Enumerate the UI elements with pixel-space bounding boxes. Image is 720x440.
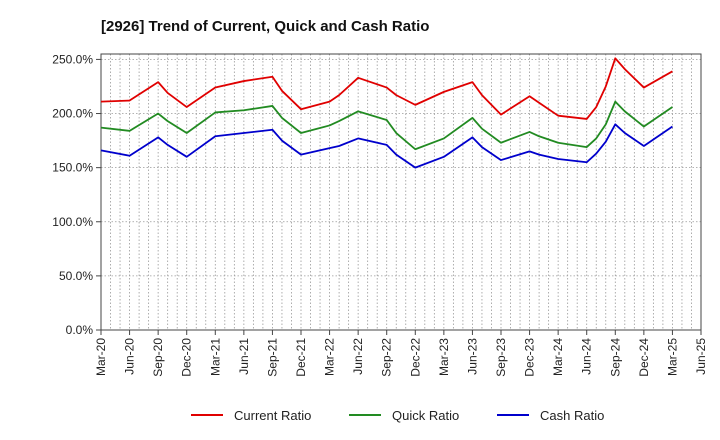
chart-title: [2926] Trend of Current, Quick and Cash …	[101, 18, 429, 35]
x-tick-label: Sep-20	[151, 338, 165, 377]
y-tick-label: 50.0%	[59, 269, 93, 283]
current-ratio-legend-label: Current Ratio	[234, 408, 311, 423]
quick-ratio-line	[100, 100, 673, 151]
x-tick-label: Dec-20	[180, 338, 194, 377]
current-ratio-line	[100, 57, 673, 120]
legend: Current Ratio Quick Ratio Cash Ratio	[191, 408, 604, 423]
x-tick-label: Dec-22	[408, 338, 422, 377]
x-tick-label: Jun-22	[351, 338, 365, 375]
x-tick-label: Mar-22	[323, 338, 337, 376]
x-axis: Mar-20 Jun-20 Sep-20 Dec-20 Mar-21 Jun-21 Sep-…	[94, 330, 708, 377]
x-tick-label: Sep-23	[494, 338, 508, 377]
y-tick-label: 250.0%	[52, 52, 93, 66]
x-tick-label: Mar-24	[551, 338, 565, 376]
plot-area	[100, 53, 702, 331]
gridlines	[101, 54, 701, 330]
x-tick-label: Dec-24	[637, 338, 651, 377]
y-tick-label: 100.0%	[52, 215, 93, 229]
x-tick-label: Jun-23	[465, 338, 479, 375]
y-tick-label: 0.0%	[66, 323, 94, 337]
x-tick-label: Sep-22	[380, 338, 394, 377]
x-tick-label: Jun-25	[694, 338, 708, 375]
cash-ratio-legend-label: Cash Ratio	[540, 408, 604, 423]
quick-ratio-legend-label: Quick Ratio	[392, 408, 459, 423]
x-tick-label: Jun-20	[123, 338, 137, 375]
x-tick-label: Sep-24	[608, 338, 622, 377]
series-lines	[100, 57, 673, 169]
x-tick-label: Sep-21	[265, 338, 279, 377]
cash-ratio-line	[100, 123, 673, 169]
y-tick-label: 200.0%	[52, 107, 93, 121]
x-tick-label: Mar-23	[437, 338, 451, 376]
x-tick-label: Jun-24	[580, 338, 594, 375]
x-tick-label: Dec-21	[294, 338, 308, 377]
x-tick-label: Jun-21	[237, 338, 251, 375]
x-tick-label: Dec-23	[523, 338, 537, 377]
x-tick-label: Mar-20	[94, 338, 108, 376]
y-axis: 0.0% 50.0% 100.0% 150.0% 200.0% 250.0%	[52, 52, 101, 337]
y-tick-label: 150.0%	[52, 161, 93, 175]
x-tick-label: Mar-21	[208, 338, 222, 376]
x-tick-label: Mar-25	[665, 338, 679, 376]
